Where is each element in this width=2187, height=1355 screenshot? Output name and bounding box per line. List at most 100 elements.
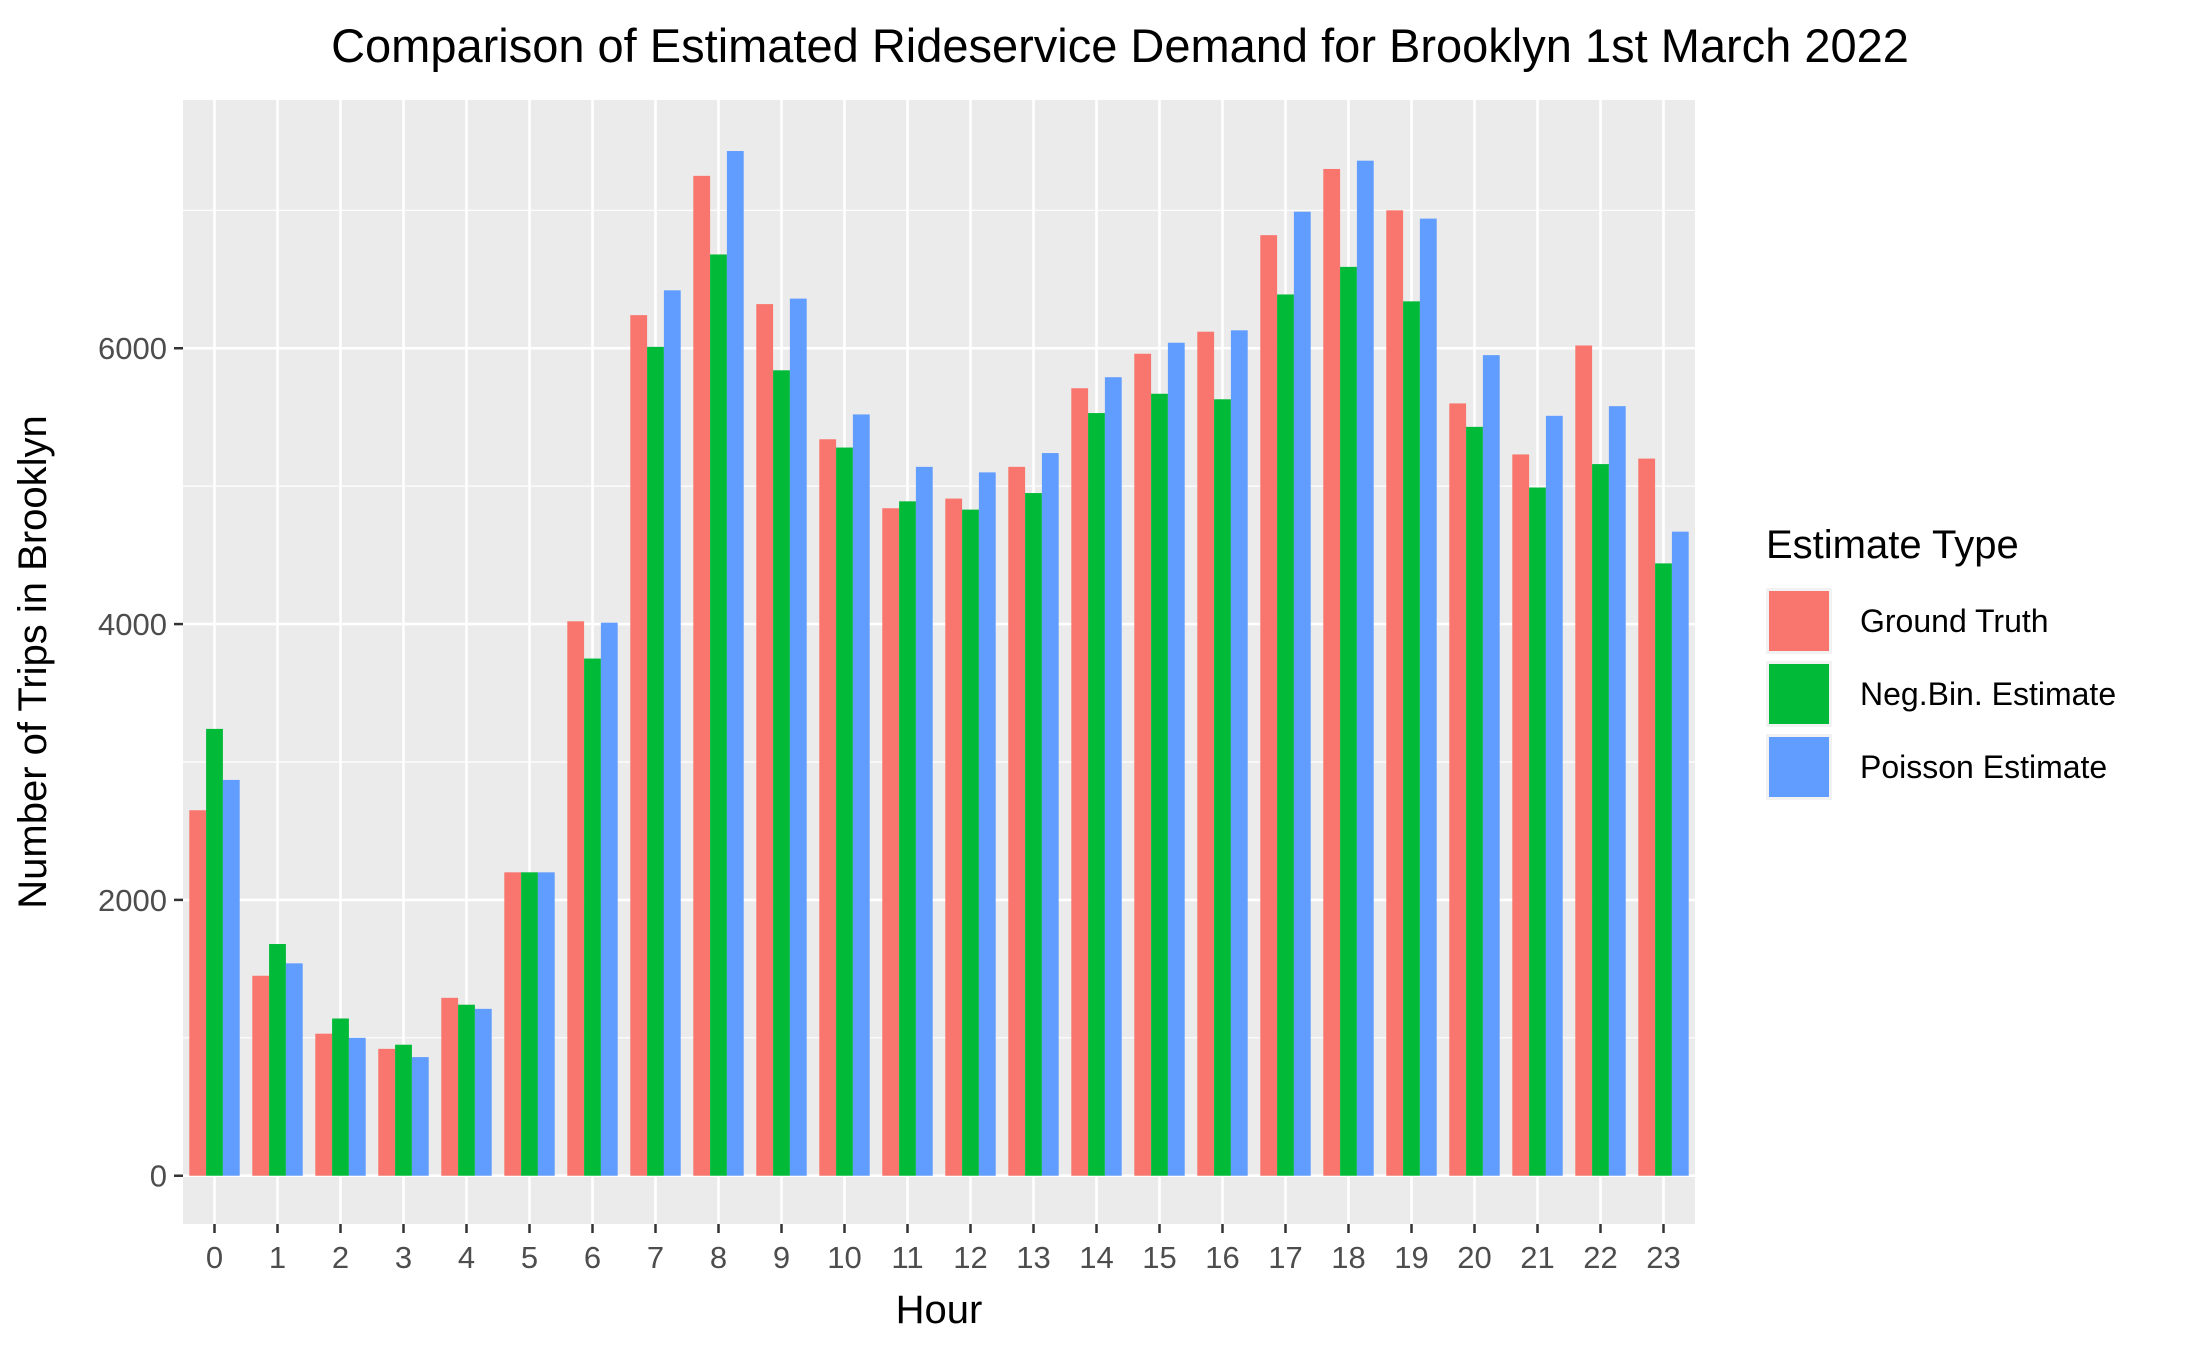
- bar-ground-truth-hour-7: [630, 315, 648, 1176]
- bar-neg-bin-estimate-hour-2: [332, 1018, 349, 1176]
- bar-neg-bin-estimate-hour-14: [1088, 413, 1105, 1176]
- legend-swatch-neg-bin-estimate: [1769, 664, 1829, 724]
- x-tick-label: 19: [1394, 1240, 1428, 1275]
- chart-title: Comparison of Estimated Rideservice Dema…: [331, 19, 1909, 72]
- bar-neg-bin-estimate-hour-13: [1025, 493, 1042, 1176]
- x-axis: 0 1 2 3 4 5 6 7 8 9 10 11 12 13 14 15 16 17 18 19 20 21 22 23: [206, 1224, 1681, 1275]
- x-tick-label: 17: [1268, 1240, 1302, 1275]
- bar-ground-truth-hour-9: [756, 304, 774, 1176]
- bar-poisson-estimate-hour-19: [1419, 218, 1437, 1176]
- bar-neg-bin-estimate-hour-8: [710, 254, 727, 1176]
- bar-ground-truth-hour-13: [1008, 466, 1026, 1176]
- x-axis-label: Hour: [896, 1288, 983, 1332]
- x-tick-label: 3: [395, 1240, 412, 1275]
- x-tick-label: 18: [1331, 1240, 1365, 1275]
- x-tick-label: 0: [206, 1240, 223, 1275]
- bar-poisson-estimate-hour-15: [1167, 342, 1185, 1176]
- bar-poisson-estimate-hour-18: [1356, 160, 1374, 1176]
- bar-neg-bin-estimate-hour-6: [584, 658, 601, 1176]
- bar-ground-truth-hour-19: [1386, 210, 1404, 1176]
- bar-poisson-estimate-hour-4: [474, 1008, 492, 1176]
- legend: Estimate Type Ground Truth Neg.Bin. Estim…: [1766, 523, 2116, 800]
- bar-poisson-estimate-hour-9: [789, 298, 807, 1176]
- bar-ground-truth-hour-2: [315, 1033, 333, 1176]
- bar-ground-truth-hour-14: [1071, 388, 1089, 1176]
- legend-title: Estimate Type: [1766, 523, 2019, 567]
- bar-neg-bin-estimate-hour-10: [836, 447, 853, 1176]
- legend-swatch-poisson-estimate: [1769, 737, 1829, 797]
- x-tick-label: 22: [1583, 1240, 1617, 1275]
- bar-poisson-estimate-hour-12: [978, 472, 996, 1176]
- bar-poisson-estimate-hour-3: [411, 1057, 429, 1176]
- x-tick-label: 11: [891, 1240, 923, 1275]
- bar-ground-truth-hour-17: [1260, 235, 1278, 1176]
- bar-ground-truth-hour-1: [252, 975, 270, 1176]
- bar-neg-bin-estimate-hour-12: [962, 509, 979, 1176]
- bar-ground-truth-hour-0: [189, 810, 207, 1176]
- legend-swatch-ground-truth: [1769, 591, 1829, 651]
- y-tick-label: 0: [150, 1159, 167, 1194]
- x-tick-label: 12: [953, 1240, 987, 1275]
- bar-poisson-estimate-hour-16: [1230, 330, 1248, 1176]
- minor-gridlines: [183, 209, 1695, 1039]
- bar-ground-truth-hour-22: [1575, 345, 1593, 1176]
- bar-poisson-estimate-hour-7: [663, 290, 681, 1176]
- bar-poisson-estimate-hour-2: [348, 1037, 366, 1176]
- legend-label-neg-bin-estimate: Neg.Bin. Estimate: [1860, 676, 2116, 712]
- bar-neg-bin-estimate-hour-5: [521, 872, 538, 1176]
- bar-neg-bin-estimate-hour-23: [1655, 563, 1672, 1176]
- plot-panel: [183, 100, 1695, 1224]
- bar-poisson-estimate-hour-14: [1104, 377, 1122, 1176]
- y-axis: 0 2000 4000 6000: [98, 331, 183, 1194]
- x-tick-label: 10: [827, 1240, 861, 1275]
- legend-items: Ground Truth Neg.Bin. Estimate Poisson Est…: [1766, 588, 2116, 800]
- x-tick-label: 7: [647, 1240, 664, 1275]
- bar-neg-bin-estimate-hour-15: [1151, 393, 1168, 1176]
- bar-poisson-estimate-hour-6: [600, 622, 618, 1176]
- legend-label-poisson-estimate: Poisson Estimate: [1860, 749, 2107, 785]
- x-tick-label: 5: [521, 1240, 538, 1275]
- x-tick-label: 14: [1079, 1240, 1113, 1275]
- x-tick-label: 16: [1205, 1240, 1239, 1275]
- bar-ground-truth-hour-18: [1323, 168, 1341, 1176]
- x-tick-label: 2: [332, 1240, 349, 1275]
- bar-ground-truth-hour-8: [693, 175, 711, 1176]
- bar-ground-truth-hour-6: [567, 621, 585, 1176]
- bar-neg-bin-estimate-hour-11: [899, 501, 916, 1176]
- bar-neg-bin-estimate-hour-3: [395, 1044, 412, 1176]
- bar-poisson-estimate-hour-11: [915, 466, 933, 1176]
- x-tick-label: 20: [1457, 1240, 1491, 1275]
- bar-poisson-estimate-hour-23: [1671, 531, 1689, 1176]
- bar-ground-truth-hour-23: [1638, 458, 1656, 1176]
- bar-neg-bin-estimate-hour-19: [1403, 301, 1420, 1176]
- bar-neg-bin-estimate-hour-22: [1592, 464, 1609, 1176]
- bar-poisson-estimate-hour-5: [537, 872, 555, 1176]
- bar-ground-truth-hour-20: [1449, 403, 1467, 1176]
- x-tick-label: 13: [1016, 1240, 1050, 1275]
- bar-ground-truth-hour-4: [441, 997, 459, 1176]
- x-tick-label: 21: [1520, 1240, 1554, 1275]
- x-tick-label: 15: [1142, 1240, 1176, 1275]
- bar-poisson-estimate-hour-13: [1041, 453, 1059, 1176]
- bar-poisson-estimate-hour-10: [852, 414, 870, 1176]
- bar-poisson-estimate-hour-22: [1608, 406, 1626, 1176]
- bar-neg-bin-estimate-hour-16: [1214, 399, 1231, 1176]
- bar-ground-truth-hour-10: [819, 439, 837, 1176]
- bar-poisson-estimate-hour-8: [726, 151, 744, 1176]
- bar-ground-truth-hour-12: [945, 498, 963, 1176]
- bar-ground-truth-hour-11: [882, 508, 900, 1176]
- bar-neg-bin-estimate-hour-18: [1340, 266, 1357, 1176]
- bar-poisson-estimate-hour-0: [222, 779, 240, 1176]
- bar-neg-bin-estimate-hour-20: [1466, 426, 1483, 1176]
- x-tick-label: 8: [710, 1240, 727, 1275]
- x-tick-label: 4: [458, 1240, 475, 1275]
- bar-neg-bin-estimate-hour-0: [206, 728, 223, 1176]
- bar-poisson-estimate-hour-20: [1482, 355, 1500, 1176]
- bar-ground-truth-hour-3: [378, 1048, 396, 1176]
- bars-group: [189, 151, 1689, 1176]
- bar-neg-bin-estimate-hour-17: [1277, 294, 1294, 1176]
- bar-poisson-estimate-hour-21: [1545, 415, 1563, 1176]
- y-tick-label: 2000: [98, 883, 167, 918]
- bar-neg-bin-estimate-hour-1: [269, 944, 286, 1176]
